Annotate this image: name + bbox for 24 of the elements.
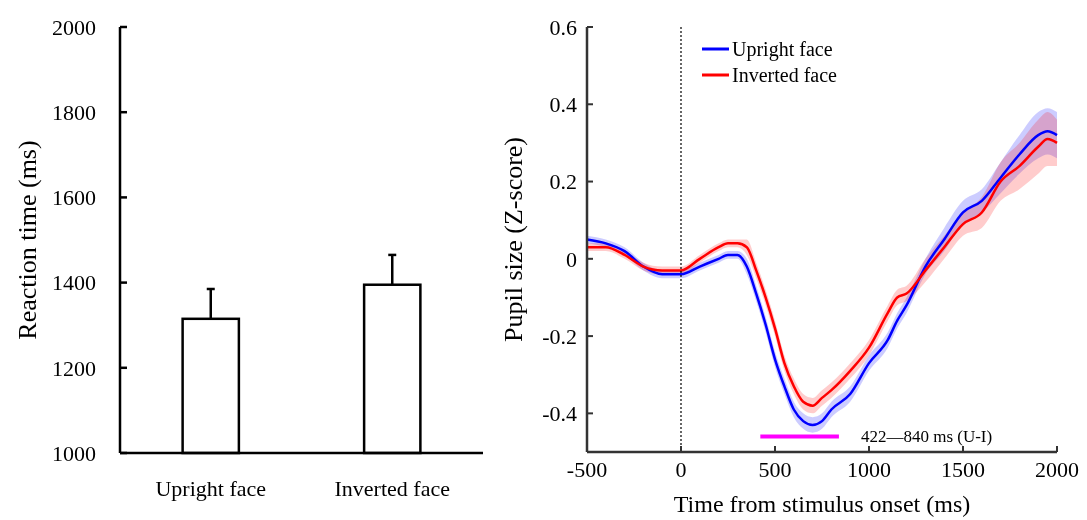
annotation: 422—840 ms (U-I) bbox=[860, 427, 993, 447]
y-tick-label: 2000 bbox=[52, 14, 96, 40]
x-axis-title: Time from stimulus onset (ms) bbox=[673, 491, 971, 517]
y-tick-label: 0.6 bbox=[549, 14, 577, 40]
x-tick-label: 1000 bbox=[847, 457, 891, 482]
y-tick-label: 0.4 bbox=[549, 91, 577, 117]
y-tick-label: 0.2 bbox=[549, 169, 577, 195]
y-axis-title: Reaction time (ms) bbox=[13, 140, 42, 340]
legend-label: Inverted face bbox=[732, 64, 838, 86]
y-tick-label: 1800 bbox=[52, 99, 96, 125]
x-tick-label: 1500 bbox=[941, 457, 985, 482]
legend-label: Upright face bbox=[732, 38, 833, 61]
x-tick-label: 500 bbox=[758, 457, 792, 482]
y-axis-title: Pupil size (Z-score) bbox=[499, 136, 528, 343]
y-tick-label: -0.2 bbox=[542, 323, 577, 349]
x-tick-label: -500 bbox=[566, 457, 608, 482]
x-tick-label: 2000 bbox=[1035, 457, 1079, 482]
x-tick-label: 0 bbox=[675, 457, 687, 482]
y-tick-label: 1200 bbox=[52, 355, 96, 381]
y-tick-label: 0 bbox=[566, 246, 577, 272]
y-tick-label: 1000 bbox=[52, 440, 96, 466]
y-tick-label: -0.4 bbox=[542, 401, 577, 427]
y-tick-label: 1600 bbox=[52, 185, 96, 211]
y-tick-label: 1400 bbox=[52, 270, 96, 296]
